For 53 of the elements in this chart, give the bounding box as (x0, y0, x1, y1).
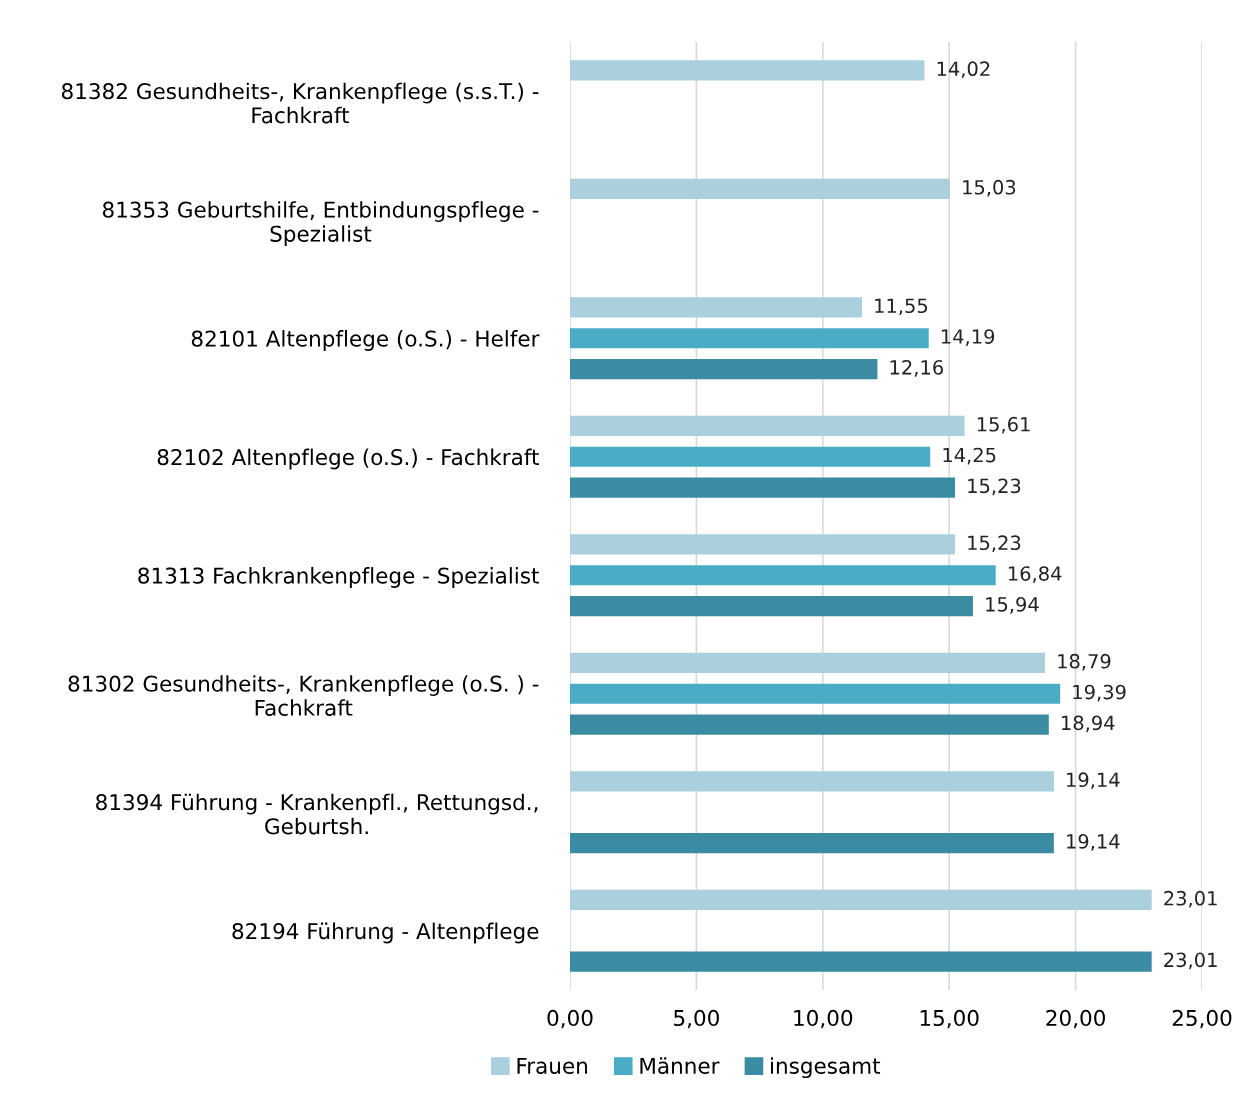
x-tick-label: 25,00 (1172, 1009, 1232, 1029)
bar (570, 178, 950, 200)
data-label: 15,23 (968, 535, 1021, 553)
data-label: 16,84 (1008, 566, 1062, 583)
data-label: 15,61 (977, 416, 1030, 434)
y-tick-label: 82102 Altenpflege (o.S.) - Fachkraft (157, 448, 539, 470)
y-tick-label: 81302 Gesundheits-, Krankenpflege (o.S. ) - Fachkraft (68, 675, 539, 716)
bar (570, 565, 996, 586)
bar (570, 328, 929, 349)
bar (570, 446, 931, 467)
bar (570, 683, 1061, 704)
data-label: 18,94 (1062, 715, 1115, 733)
x-tick-label: 20,00 (1046, 1009, 1105, 1029)
data-label: 14,19 (941, 329, 995, 346)
legend-label: Männer (640, 1057, 720, 1074)
y-tick-label: 81353 Geburtshilfe, Entbindungspflege - Spezialist (102, 201, 539, 247)
data-label: 15,23 (968, 478, 1021, 496)
data-label: 19,14 (1067, 772, 1120, 790)
bar (570, 297, 862, 318)
bar (570, 714, 1049, 735)
data-label: 23,01 (1164, 952, 1217, 970)
legend-label: Frauen (517, 1057, 587, 1074)
y-tick-label: 81382 Gesundheits-, Krankenpflege (s.s.T.) - Fachkraft (61, 82, 539, 124)
legend-label: insgesamt (771, 1057, 881, 1079)
bar (570, 358, 878, 380)
data-label: 15,94 (986, 596, 1039, 614)
bar (570, 60, 925, 81)
x-tick-label: 10,00 (794, 1009, 853, 1029)
bar (570, 951, 1152, 972)
bar (570, 595, 973, 617)
data-label: 19,39 (1073, 684, 1126, 702)
bar (570, 889, 1152, 911)
bar (570, 652, 1046, 674)
data-label: 15,03 (963, 179, 1016, 197)
x-tick-label: 15,00 (920, 1009, 979, 1029)
y-tick-label: 82194 Führung - Altenpflege (232, 922, 539, 944)
bar (570, 771, 1054, 792)
data-label: 19,14 (1067, 833, 1120, 851)
data-label: 18,79 (1058, 653, 1111, 671)
data-label: 11,55 (875, 298, 928, 316)
x-tick-label: 5,00 (674, 1009, 719, 1029)
bar (570, 415, 965, 437)
y-tick-label: 82101 Altenpflege (o.S.) - Helfer (191, 330, 540, 351)
data-label: 12,16 (890, 359, 943, 377)
data-label: 14,02 (937, 61, 990, 79)
bar (570, 832, 1054, 854)
bar (570, 477, 956, 498)
x-tick-label: 0,00 (547, 1009, 593, 1029)
y-tick-label: 81394 Führung - Krankenpfl., Rettungsd., Geburtsh. (96, 793, 538, 835)
data-label: 23,01 (1164, 890, 1217, 908)
bar (570, 534, 956, 555)
data-label: 14,25 (943, 447, 996, 465)
y-tick-label: 81313 Fachkrankenpflege - Spezialist (138, 567, 539, 588)
